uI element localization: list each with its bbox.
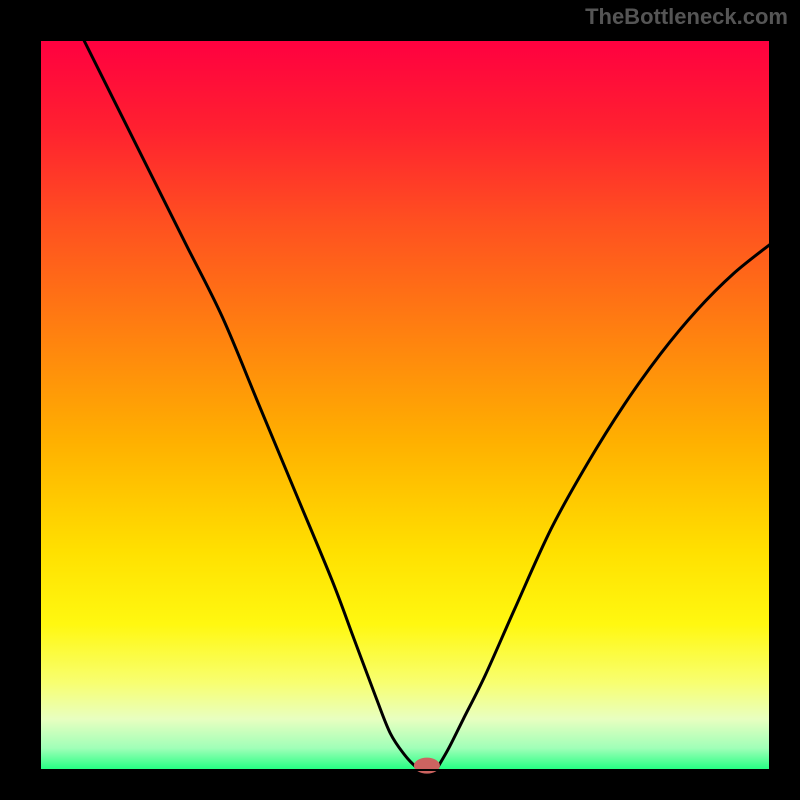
bottleneck-chart [0, 0, 800, 800]
chart-frame: TheBottleneck.com [0, 0, 800, 800]
bottleneck-marker [414, 758, 440, 774]
watermark-text: TheBottleneck.com [585, 4, 788, 30]
gradient-background [40, 40, 770, 770]
